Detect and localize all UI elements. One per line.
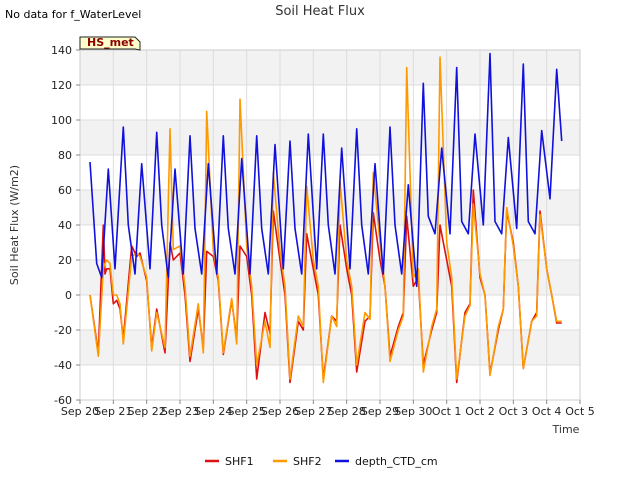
legend-label: depth_CTD_cm xyxy=(355,455,438,468)
x-tick-label: Sep 20 xyxy=(61,405,99,418)
x-tick-label: Sep 27 xyxy=(294,405,332,418)
y-tick-label: -60 xyxy=(54,394,72,407)
legend-label: SHF1 xyxy=(225,455,254,468)
y-tick-label: -40 xyxy=(54,359,72,372)
x-tick-label: Sep 21 xyxy=(94,405,132,418)
x-tick-label: Sep 23 xyxy=(161,405,199,418)
plot-band xyxy=(80,85,580,120)
x-tick-label: Sep 22 xyxy=(128,405,166,418)
plot-band xyxy=(80,365,580,400)
x-tick-label: Oct 2 xyxy=(465,405,495,418)
y-tick-label: 0 xyxy=(65,289,72,302)
chart-title: Soil Heat Flux xyxy=(275,4,365,19)
plot-band xyxy=(80,120,580,155)
x-axis-label: Time xyxy=(552,423,580,436)
no-data-note: No data for f_WaterLevel xyxy=(5,8,141,21)
y-tick-label: 80 xyxy=(58,149,72,162)
series-shf2 xyxy=(89,56,562,384)
legend: SHF1 SHF2 depth_CTD_cm xyxy=(205,455,438,468)
x-tick-label: Oct 3 xyxy=(499,405,529,418)
x-tick-label: Oct 4 xyxy=(532,405,562,418)
badge-label: HS_met xyxy=(87,36,134,49)
y-tick-label: -20 xyxy=(54,324,72,337)
y-tick-label: 120 xyxy=(51,79,72,92)
plot-band xyxy=(80,190,580,225)
y-axis: -60 -40 -20 0 20 40 60 80 100 120 140 xyxy=(51,44,80,407)
plot-band xyxy=(80,50,580,85)
series-lines xyxy=(89,52,563,384)
x-tick-label: Sep 25 xyxy=(228,405,266,418)
x-tick-label: Sep 26 xyxy=(261,405,299,418)
y-tick-label: 140 xyxy=(51,44,72,57)
plot-band xyxy=(80,155,580,190)
series-depth-ctd-cm xyxy=(89,52,563,288)
y-tick-label: 100 xyxy=(51,114,72,127)
y-axis-label: Soil Heat Flux (W/m2) xyxy=(8,165,21,285)
legend-label: SHF2 xyxy=(293,455,322,468)
y-tick-label: 20 xyxy=(58,254,72,267)
x-tick-label: Sep 24 xyxy=(194,405,232,418)
x-tick-label: Oct 5 xyxy=(565,405,595,418)
plot-band xyxy=(80,260,580,295)
hs-met-badge: HS_met xyxy=(79,36,141,51)
y-tick-label: 40 xyxy=(58,219,72,232)
y-tick-label: 60 xyxy=(58,184,72,197)
x-tick-label: Sep 30 xyxy=(394,405,432,418)
x-tick-label: Sep 28 xyxy=(328,405,366,418)
x-tick-label: Oct 1 xyxy=(432,405,462,418)
x-tick-label: Sep 29 xyxy=(361,405,399,418)
